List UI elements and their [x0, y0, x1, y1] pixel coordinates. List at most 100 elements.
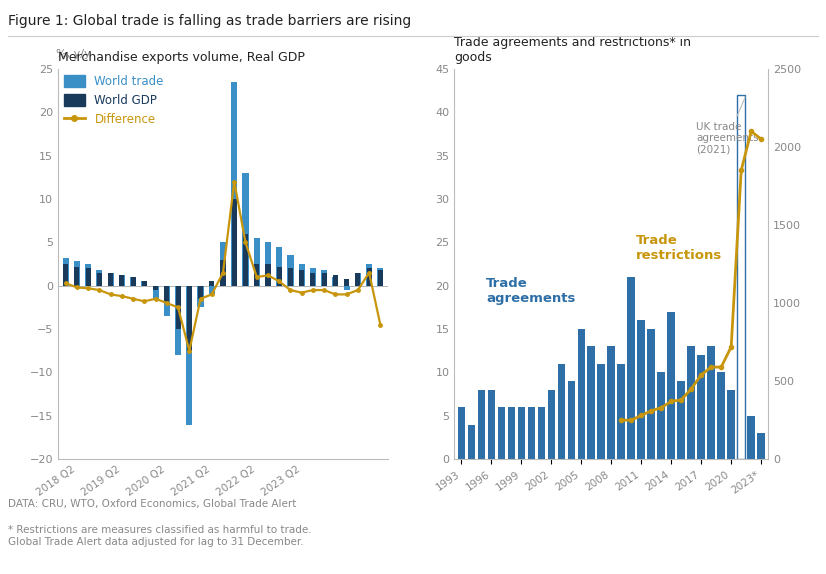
Difference: [342, 291, 352, 298]
Bar: [738, 95, 745, 459]
Difference: [252, 274, 262, 281]
Bar: [287, 255, 293, 286]
Bar: [298, 264, 305, 286]
Bar: [153, 286, 158, 290]
Bar: [697, 355, 705, 459]
Bar: [367, 269, 372, 286]
Difference: [72, 284, 82, 291]
Text: Trade agreements and restrictions* in
goods: Trade agreements and restrictions* in go…: [454, 36, 691, 64]
Bar: [748, 416, 755, 459]
Bar: [63, 264, 69, 286]
Bar: [63, 258, 69, 286]
Bar: [107, 273, 114, 286]
Bar: [718, 373, 725, 459]
Bar: [221, 259, 225, 286]
Bar: [577, 329, 585, 459]
Bar: [377, 270, 383, 286]
Bar: [232, 199, 237, 286]
Text: Merchandise exports volume, Real GDP: Merchandise exports volume, Real GDP: [58, 51, 305, 64]
Bar: [131, 277, 135, 286]
Bar: [355, 273, 361, 286]
Line: Difference: Difference: [64, 180, 382, 352]
Bar: [231, 82, 237, 286]
Bar: [558, 364, 565, 459]
Bar: [176, 286, 181, 329]
Bar: [587, 347, 595, 459]
Text: Trade
agreements: Trade agreements: [487, 277, 576, 305]
Bar: [276, 247, 282, 286]
Bar: [288, 269, 293, 286]
Difference: [117, 293, 127, 300]
Bar: [97, 270, 102, 286]
Bar: [487, 390, 495, 459]
Bar: [344, 279, 349, 286]
Bar: [333, 276, 338, 286]
Bar: [597, 364, 605, 459]
Bar: [85, 264, 91, 286]
Bar: [311, 273, 316, 286]
Difference: [353, 286, 363, 293]
Difference: [263, 272, 273, 279]
Bar: [254, 264, 259, 286]
Bar: [728, 390, 735, 459]
Bar: [108, 273, 113, 286]
Bar: [355, 273, 360, 286]
Difference: [140, 298, 150, 305]
Bar: [243, 234, 248, 286]
Bar: [677, 381, 685, 459]
Bar: [119, 276, 125, 286]
Difference: [308, 286, 318, 293]
Text: * Restrictions are measures classified as harmful to trade.
Global Trade Alert d: * Restrictions are measures classified a…: [8, 525, 312, 547]
Bar: [757, 433, 765, 459]
Difference: [364, 269, 374, 276]
Bar: [468, 425, 475, 459]
Difference: [173, 304, 183, 311]
Bar: [321, 270, 327, 286]
Bar: [458, 407, 465, 459]
Bar: [141, 281, 148, 286]
Text: %, y/y: %, y/y: [56, 49, 91, 59]
Bar: [366, 264, 373, 286]
Bar: [477, 390, 485, 459]
Difference: [128, 295, 138, 302]
Difference: [218, 269, 228, 276]
Bar: [607, 347, 615, 459]
Bar: [119, 276, 125, 286]
Difference: [106, 291, 116, 298]
Difference: [297, 289, 306, 296]
Bar: [707, 347, 715, 459]
Difference: [286, 286, 296, 293]
Bar: [657, 373, 665, 459]
Difference: [330, 291, 340, 298]
Bar: [74, 261, 80, 286]
Difference: [83, 285, 93, 292]
Bar: [567, 381, 575, 459]
Bar: [97, 273, 102, 286]
Bar: [538, 407, 545, 459]
Bar: [332, 277, 339, 286]
Bar: [648, 329, 655, 459]
Bar: [497, 407, 505, 459]
Bar: [198, 286, 203, 298]
Bar: [74, 267, 79, 286]
Bar: [130, 277, 136, 286]
Text: UK trade
agreements
(2021): UK trade agreements (2021): [696, 98, 759, 155]
Bar: [548, 390, 555, 459]
Bar: [377, 269, 383, 286]
Difference: [230, 178, 240, 185]
Bar: [186, 286, 192, 425]
Difference: [61, 280, 71, 286]
Text: Figure 1: Global trade is falling as trade barriers are rising: Figure 1: Global trade is falling as tra…: [8, 14, 411, 28]
Difference: [274, 278, 284, 285]
Bar: [220, 242, 226, 286]
Legend: World trade, World GDP, Difference: World trade, World GDP, Difference: [64, 75, 164, 126]
Difference: [184, 347, 194, 354]
Bar: [265, 264, 270, 286]
Text: Trade
restrictions: Trade restrictions: [636, 234, 723, 262]
Difference: [94, 286, 104, 293]
Bar: [618, 364, 625, 459]
Bar: [142, 281, 147, 286]
Bar: [164, 286, 169, 303]
Bar: [638, 320, 645, 459]
Difference: [196, 295, 206, 302]
